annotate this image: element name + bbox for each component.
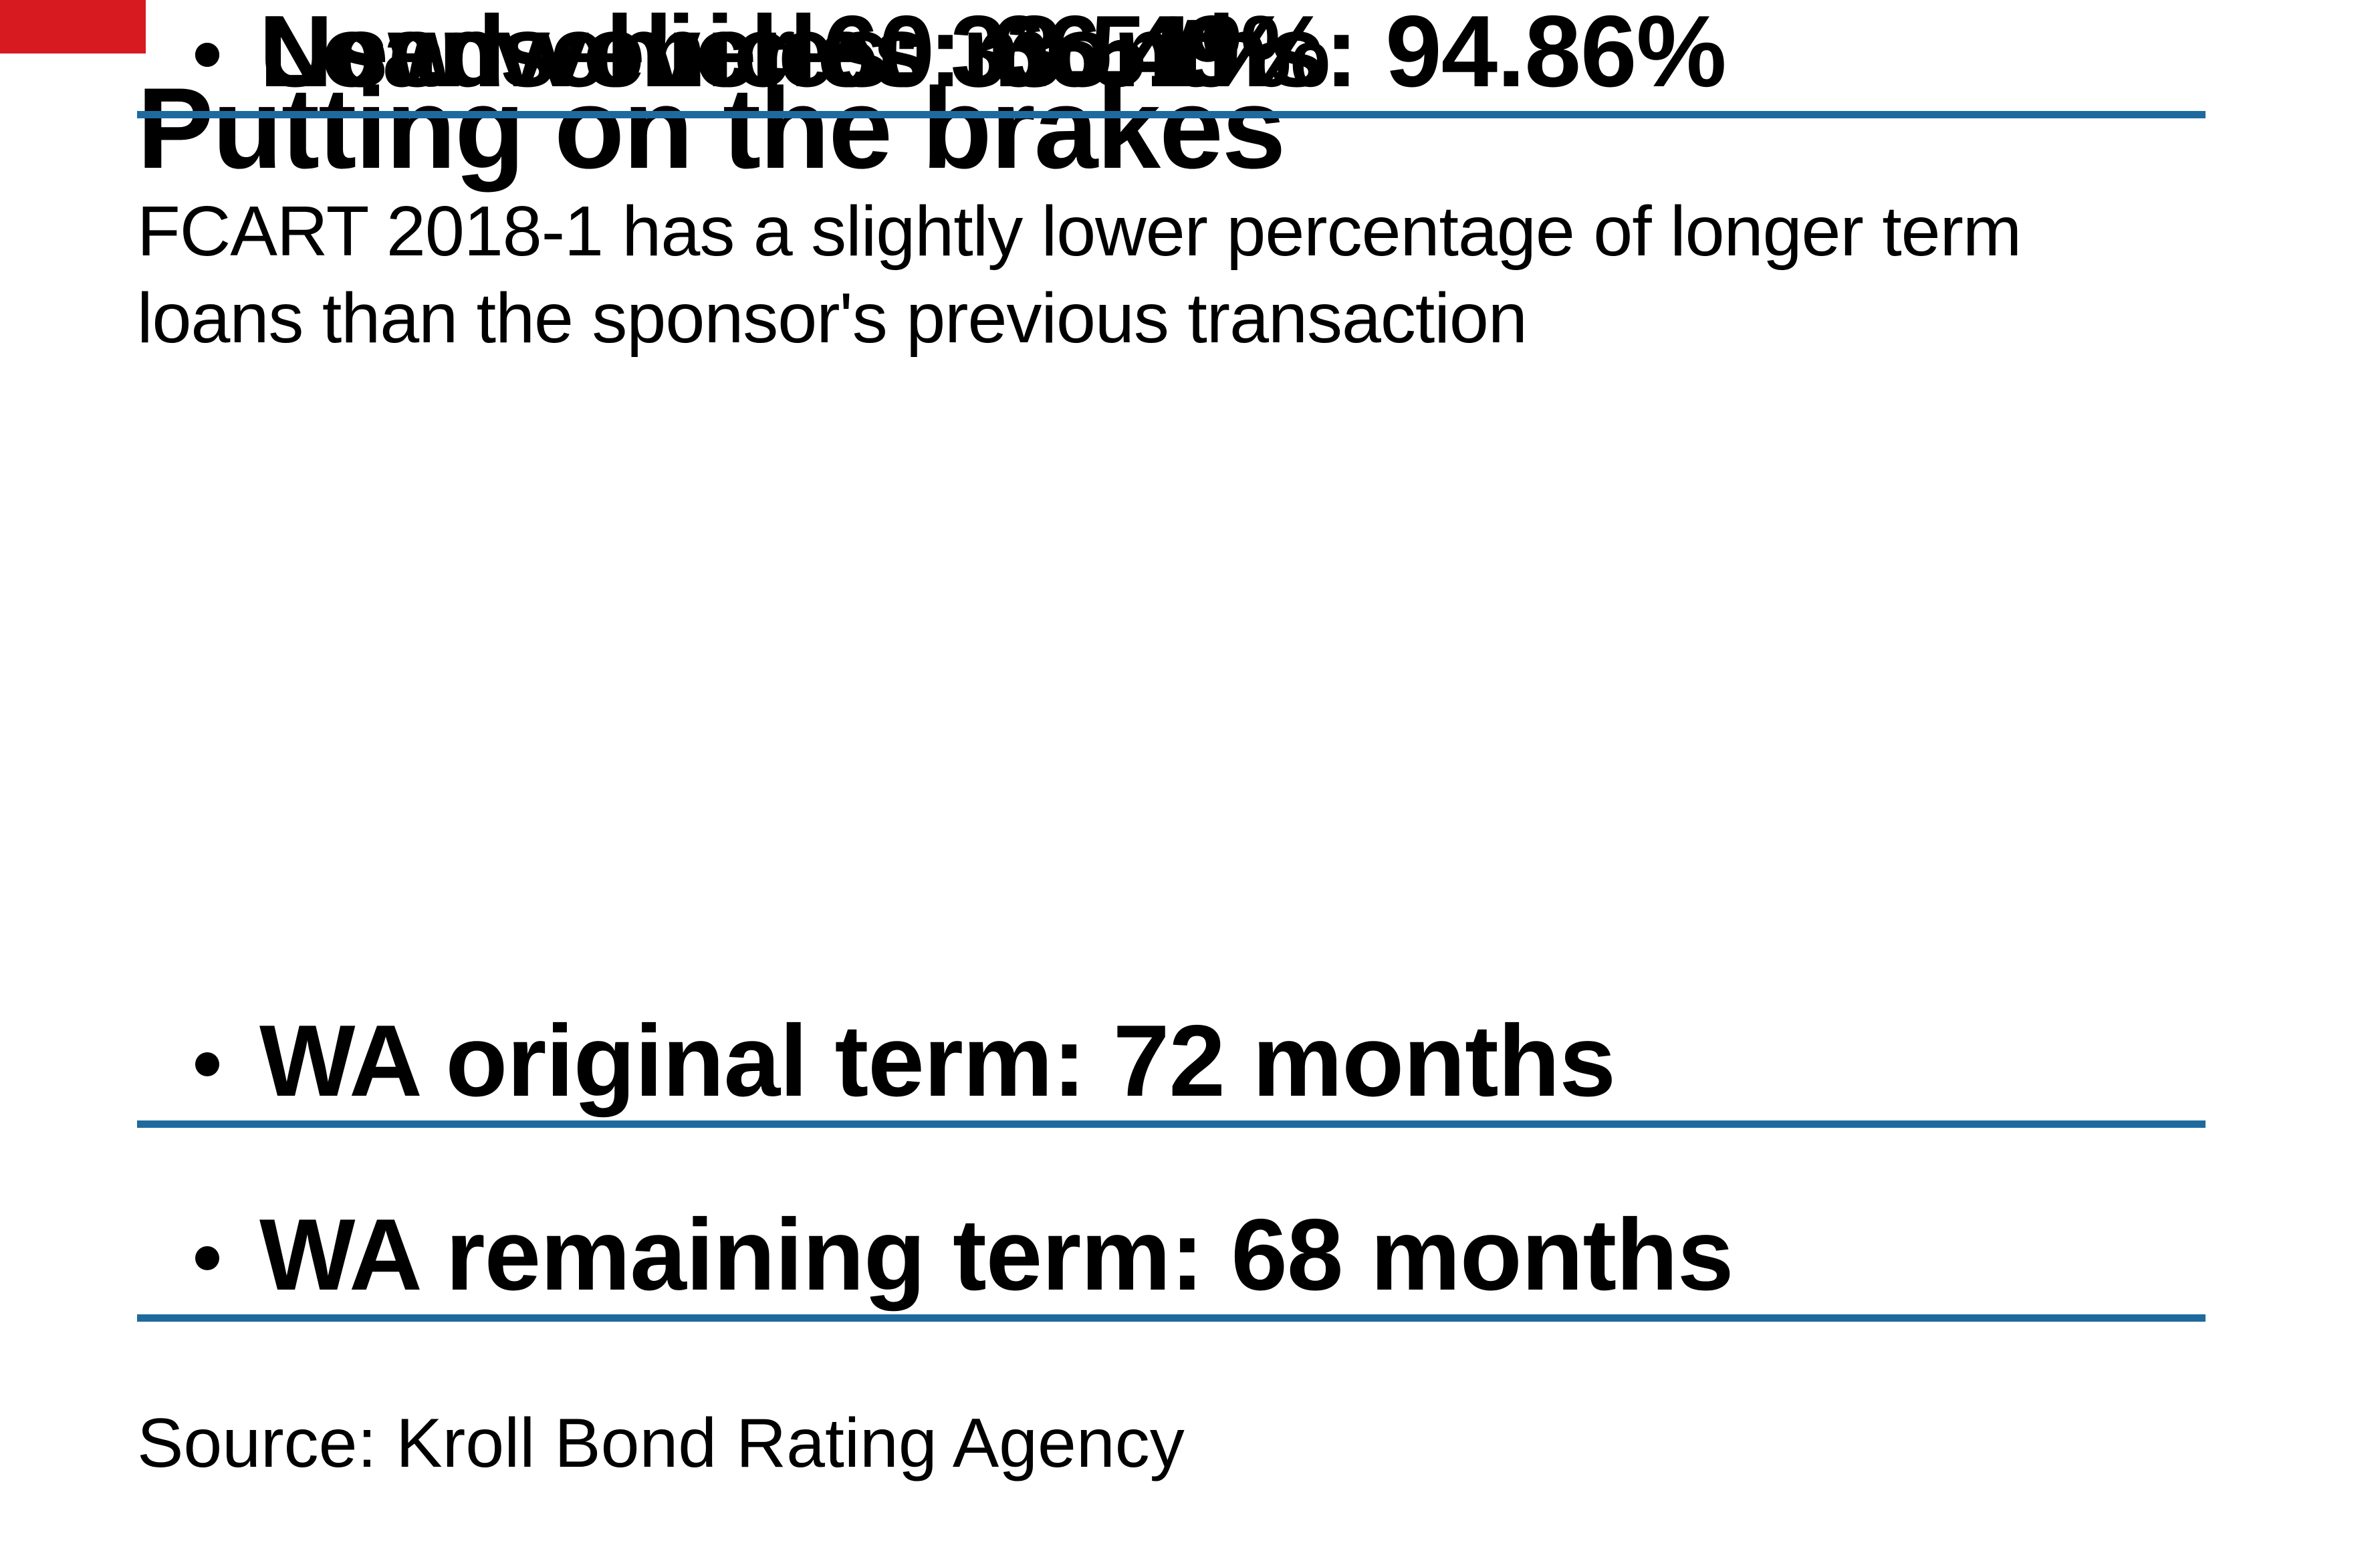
bullet-text: Used vehicles: 66.49% <box>259 0 1330 108</box>
divider-rule <box>137 1314 2206 1322</box>
bullet-dot <box>195 1052 219 1076</box>
list-item: Used vehicles: 66.49% <box>137 0 2206 194</box>
subtitle-line-1: FCART 2018-1 has a slightly lower percen… <box>137 192 2022 271</box>
bullet-dot <box>195 1246 219 1270</box>
list-item: WA original term: 72 months <box>137 1009 2206 1203</box>
bullet-text: Loans over 60 months: 94.86% <box>259 0 1727 108</box>
bullet-text: New vehicles: 33.51% <box>259 0 1292 108</box>
bullet-text: WA original term: 72 months <box>259 1004 1616 1118</box>
bullet-dot <box>195 43 219 67</box>
source-text: Source: Kroll Bond Rating Agency <box>137 1405 1185 1482</box>
subtitle-line-2: loans than the sponsor's previous transa… <box>137 279 1528 358</box>
divider-rule <box>137 111 2206 118</box>
divider-rule <box>137 1120 2206 1128</box>
page-title: Putting on the brakes <box>137 64 1286 193</box>
subtitle: FCART 2018-1 has a slightly lower percen… <box>137 188 2236 362</box>
bullet-text: WA remaining term: 68 months <box>259 1198 1734 1312</box>
corner-tab <box>0 0 146 53</box>
list-item: WA remaining term: 68 months <box>137 1203 2206 1397</box>
